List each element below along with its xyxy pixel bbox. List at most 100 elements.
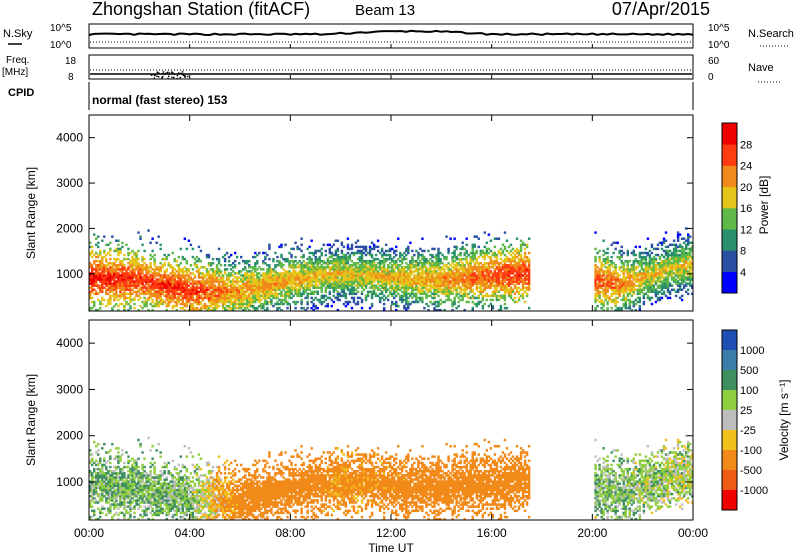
power-cell	[129, 284, 132, 287]
power-cell	[268, 245, 271, 249]
power-cell	[175, 270, 178, 273]
power-cell	[219, 294, 223, 298]
power-cell	[656, 280, 660, 283]
power-cell	[509, 266, 513, 269]
power-cell	[638, 264, 642, 267]
power-cell	[469, 282, 472, 285]
power-cell	[515, 249, 519, 253]
power-cell	[481, 294, 485, 298]
power-cell	[292, 286, 295, 289]
power-cell	[312, 272, 315, 275]
power-cell	[658, 276, 662, 279]
freq-point	[179, 76, 182, 79]
power-cell	[658, 266, 662, 269]
power-cell	[382, 266, 386, 269]
power-cell	[463, 274, 466, 277]
power-cell	[215, 272, 219, 275]
power-cell	[195, 292, 199, 296]
power-cell	[314, 276, 317, 279]
power-cell	[235, 290, 239, 294]
power-cell	[393, 290, 396, 294]
power-cell	[632, 302, 636, 306]
power-cell	[326, 282, 329, 285]
power-cell	[195, 296, 199, 300]
power-cell	[177, 286, 180, 289]
power-cell	[344, 294, 348, 298]
power-cell	[362, 276, 366, 279]
power-cell	[330, 251, 334, 255]
power-cell	[652, 290, 656, 294]
power-cell	[300, 282, 303, 285]
power-cell	[119, 262, 122, 265]
power-cell	[197, 292, 201, 296]
power-cell	[262, 276, 265, 279]
power-cell	[344, 270, 348, 273]
power-cell	[459, 276, 462, 279]
power-cell	[411, 286, 414, 289]
power-cell	[173, 282, 176, 285]
power-cell	[334, 280, 338, 283]
power-cell	[525, 243, 529, 247]
power-cell	[421, 286, 424, 289]
power-cell	[201, 304, 205, 308]
power-cell	[179, 270, 183, 273]
power-cell	[264, 292, 267, 296]
power-cell	[201, 288, 205, 291]
power-cell	[425, 288, 428, 291]
power-cell	[614, 247, 617, 251]
power-cell	[89, 292, 92, 296]
power-cell	[417, 255, 420, 259]
power-cell	[489, 286, 493, 289]
power-cell	[256, 262, 259, 265]
power-cell	[229, 280, 233, 283]
power-cell	[487, 276, 491, 279]
power-cell	[620, 259, 623, 263]
power-cell	[348, 272, 352, 275]
power-cell	[455, 292, 458, 296]
power-cell	[165, 280, 168, 283]
power-cell	[445, 286, 448, 289]
power-cell	[642, 268, 646, 271]
power-cell	[101, 264, 104, 267]
power-cell	[386, 268, 390, 271]
power-cell	[481, 306, 485, 310]
power-cell	[386, 278, 390, 281]
power-cell	[244, 272, 247, 275]
power-cell	[374, 286, 378, 289]
power-cell	[656, 243, 660, 247]
power-cell	[630, 270, 633, 273]
power-cell	[115, 288, 118, 291]
power-cell	[209, 294, 213, 298]
power-cell	[372, 264, 376, 267]
power-cell	[153, 294, 156, 298]
power-cell	[640, 284, 644, 287]
power-cell	[328, 282, 331, 285]
power-cell	[296, 294, 299, 298]
power-cell	[294, 274, 297, 277]
power-cell	[159, 280, 162, 283]
power-cell	[272, 286, 275, 289]
power-cell	[215, 290, 219, 294]
power-cell	[459, 278, 462, 281]
power-cell	[401, 300, 404, 304]
power-cell	[258, 290, 261, 294]
power-cell	[187, 308, 191, 311]
power-cell	[252, 266, 255, 269]
power-cell	[332, 259, 336, 263]
power-cell	[274, 290, 277, 294]
power-cell	[183, 282, 187, 285]
power-cell	[115, 292, 118, 296]
power-cell	[330, 272, 334, 275]
power-cell	[624, 284, 627, 287]
power-cell	[93, 274, 96, 277]
power-cell	[380, 270, 384, 273]
power-cell	[312, 276, 315, 279]
power-cell	[429, 274, 432, 277]
power-cell	[346, 259, 350, 263]
power-cell	[644, 264, 648, 267]
power-cell	[391, 268, 394, 271]
power-cell	[139, 274, 142, 277]
power-cell	[139, 264, 142, 267]
power-cell	[469, 280, 472, 283]
power-cell	[620, 290, 623, 294]
